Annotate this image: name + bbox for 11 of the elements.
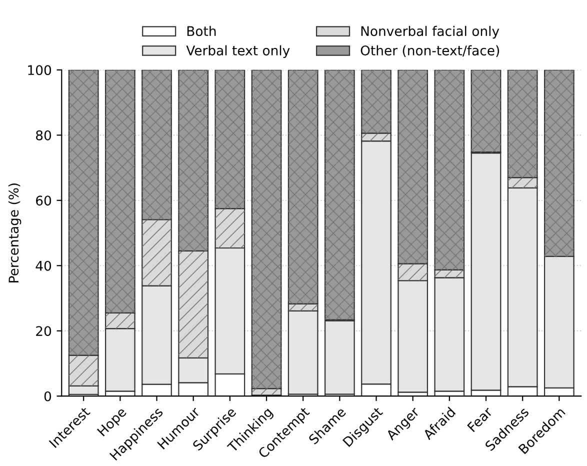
y-tick-label: 80 bbox=[36, 130, 52, 140]
legend-label: Verbal text only bbox=[186, 45, 290, 58]
y-tick-label: 40 bbox=[36, 260, 52, 271]
legend-label: Both bbox=[187, 26, 216, 36]
y-tick-label: 0 bbox=[44, 391, 52, 402]
y-tick-label: 60 bbox=[36, 196, 52, 206]
y-axis-title: Percentage (%) bbox=[8, 184, 22, 282]
y-tick-label: 100 bbox=[28, 65, 52, 76]
legend-label: Other (non-text/face) bbox=[360, 45, 500, 58]
y-tick-label: 20 bbox=[36, 326, 52, 336]
legend-label: Nonverbal facial only bbox=[361, 26, 500, 39]
